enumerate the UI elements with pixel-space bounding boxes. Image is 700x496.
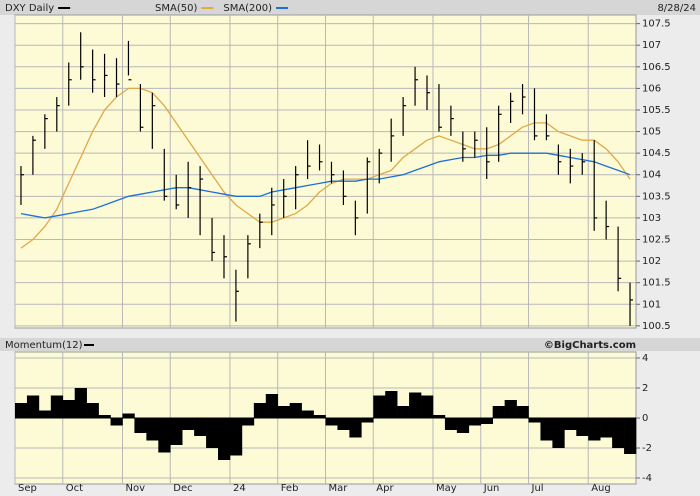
y-tick-label: 104.5: [642, 148, 671, 159]
momentum-bar: [265, 394, 279, 418]
y-tick-label: -2: [642, 443, 652, 454]
y-tick-label: 102: [642, 256, 661, 267]
momentum-bar: [492, 406, 505, 418]
momentum-bar: [110, 418, 123, 426]
y-tick-label: 105: [642, 127, 661, 138]
y-tick-label: 107: [642, 40, 661, 51]
x-tick-label: Jul: [531, 483, 544, 494]
momentum-bar: [421, 395, 434, 418]
momentum-bar: [74, 388, 87, 418]
y-tick-label: -4: [642, 473, 652, 484]
momentum-bar: [444, 418, 458, 430]
y-tick-label: 101.5: [642, 278, 671, 289]
momentum-bar: [122, 413, 135, 418]
momentum-bar: [146, 418, 159, 441]
date-label: 8/28/24: [657, 3, 696, 14]
x-tick-label: 24: [233, 483, 246, 494]
momentum-bar: [218, 418, 231, 460]
momentum-bar: [349, 418, 362, 438]
x-tick-label: Sep: [18, 483, 37, 494]
momentum-bar: [134, 418, 147, 433]
y-tick-label: 0: [642, 413, 648, 424]
y-tick-label: 2: [642, 383, 648, 394]
y-tick-label: 107.5: [642, 19, 671, 30]
momentum-bar: [600, 418, 613, 438]
y-tick-label: 100.5: [642, 321, 671, 332]
sma-line: [20, 87, 631, 249]
momentum-bar: [564, 418, 577, 430]
momentum-bar: [528, 418, 541, 423]
momentum-bar: [385, 391, 398, 418]
momentum-bar: [432, 415, 446, 418]
credit: ©BigCharts.com: [544, 340, 636, 351]
momentum-bar: [468, 418, 482, 426]
x-tick-label: May: [436, 483, 457, 494]
momentum-bar: [337, 418, 350, 430]
momentum-bar: [241, 418, 255, 426]
momentum-bar: [50, 395, 64, 418]
y-tick-label: 106: [642, 83, 661, 94]
momentum-bar: [26, 395, 40, 418]
x-tick-label: Apr: [376, 483, 394, 494]
momentum-bar: [206, 418, 219, 448]
x-tick-label: Nov: [125, 483, 145, 494]
momentum-bar: [361, 418, 374, 423]
momentum-bar: [576, 418, 589, 436]
momentum-bar: [158, 418, 171, 453]
momentum-bar: [516, 406, 529, 418]
sma-line: [20, 152, 631, 219]
x-tick-label: Feb: [281, 483, 299, 494]
momentum-bar: [612, 418, 625, 448]
chart-title: DXY Daily: [5, 3, 54, 14]
momentum-bar: [552, 418, 565, 448]
y-tick-label: 104: [642, 170, 661, 181]
momentum-bar: [194, 418, 207, 436]
momentum-bar: [98, 415, 111, 418]
momentum-bar: [624, 418, 637, 454]
momentum-bar: [38, 410, 52, 418]
momentum-title: Momentum(12): [5, 340, 83, 351]
momentum-bar: [301, 410, 314, 418]
y-tick-label: 103: [642, 213, 661, 224]
x-tick-label: Dec: [173, 483, 192, 494]
momentum-header-bar: [0, 338, 700, 351]
y-tick-label: 105.5: [642, 105, 671, 116]
momentum-bar: [62, 400, 76, 418]
momentum-bar: [504, 400, 517, 418]
y-tick-label: 4: [642, 353, 648, 364]
momentum-bar: [289, 403, 302, 418]
momentum-bar: [86, 403, 99, 418]
legend-label: SMA(200): [223, 3, 272, 14]
y-tick-label: 101: [642, 299, 661, 310]
momentum-bar: [15, 403, 28, 418]
momentum-bar: [397, 406, 410, 418]
momentum-bar: [182, 418, 195, 430]
momentum-bar: [480, 418, 493, 424]
y-tick-label: 102.5: [642, 234, 671, 245]
momentum-bar: [588, 418, 601, 441]
momentum-bar: [409, 392, 422, 418]
momentum-bar: [325, 418, 338, 426]
momentum-bar: [229, 418, 243, 456]
y-tick-label: 106.5: [642, 62, 671, 73]
momentum-bar: [373, 395, 386, 418]
momentum-bar: [277, 406, 290, 418]
y-tick-label: 103.5: [642, 191, 671, 202]
momentum-bar: [540, 418, 553, 441]
legend-label: SMA(50): [155, 3, 197, 14]
momentum-bar: [456, 418, 470, 433]
momentum-bar: [313, 415, 326, 418]
momentum-bar: [170, 418, 183, 445]
x-tick-label: Mar: [329, 483, 349, 494]
x-tick-label: Oct: [66, 483, 83, 494]
header-bar: [0, 0, 700, 15]
x-tick-label: Aug: [591, 483, 611, 494]
x-tick-label: Jun: [483, 483, 500, 494]
momentum-bar: [253, 403, 267, 418]
